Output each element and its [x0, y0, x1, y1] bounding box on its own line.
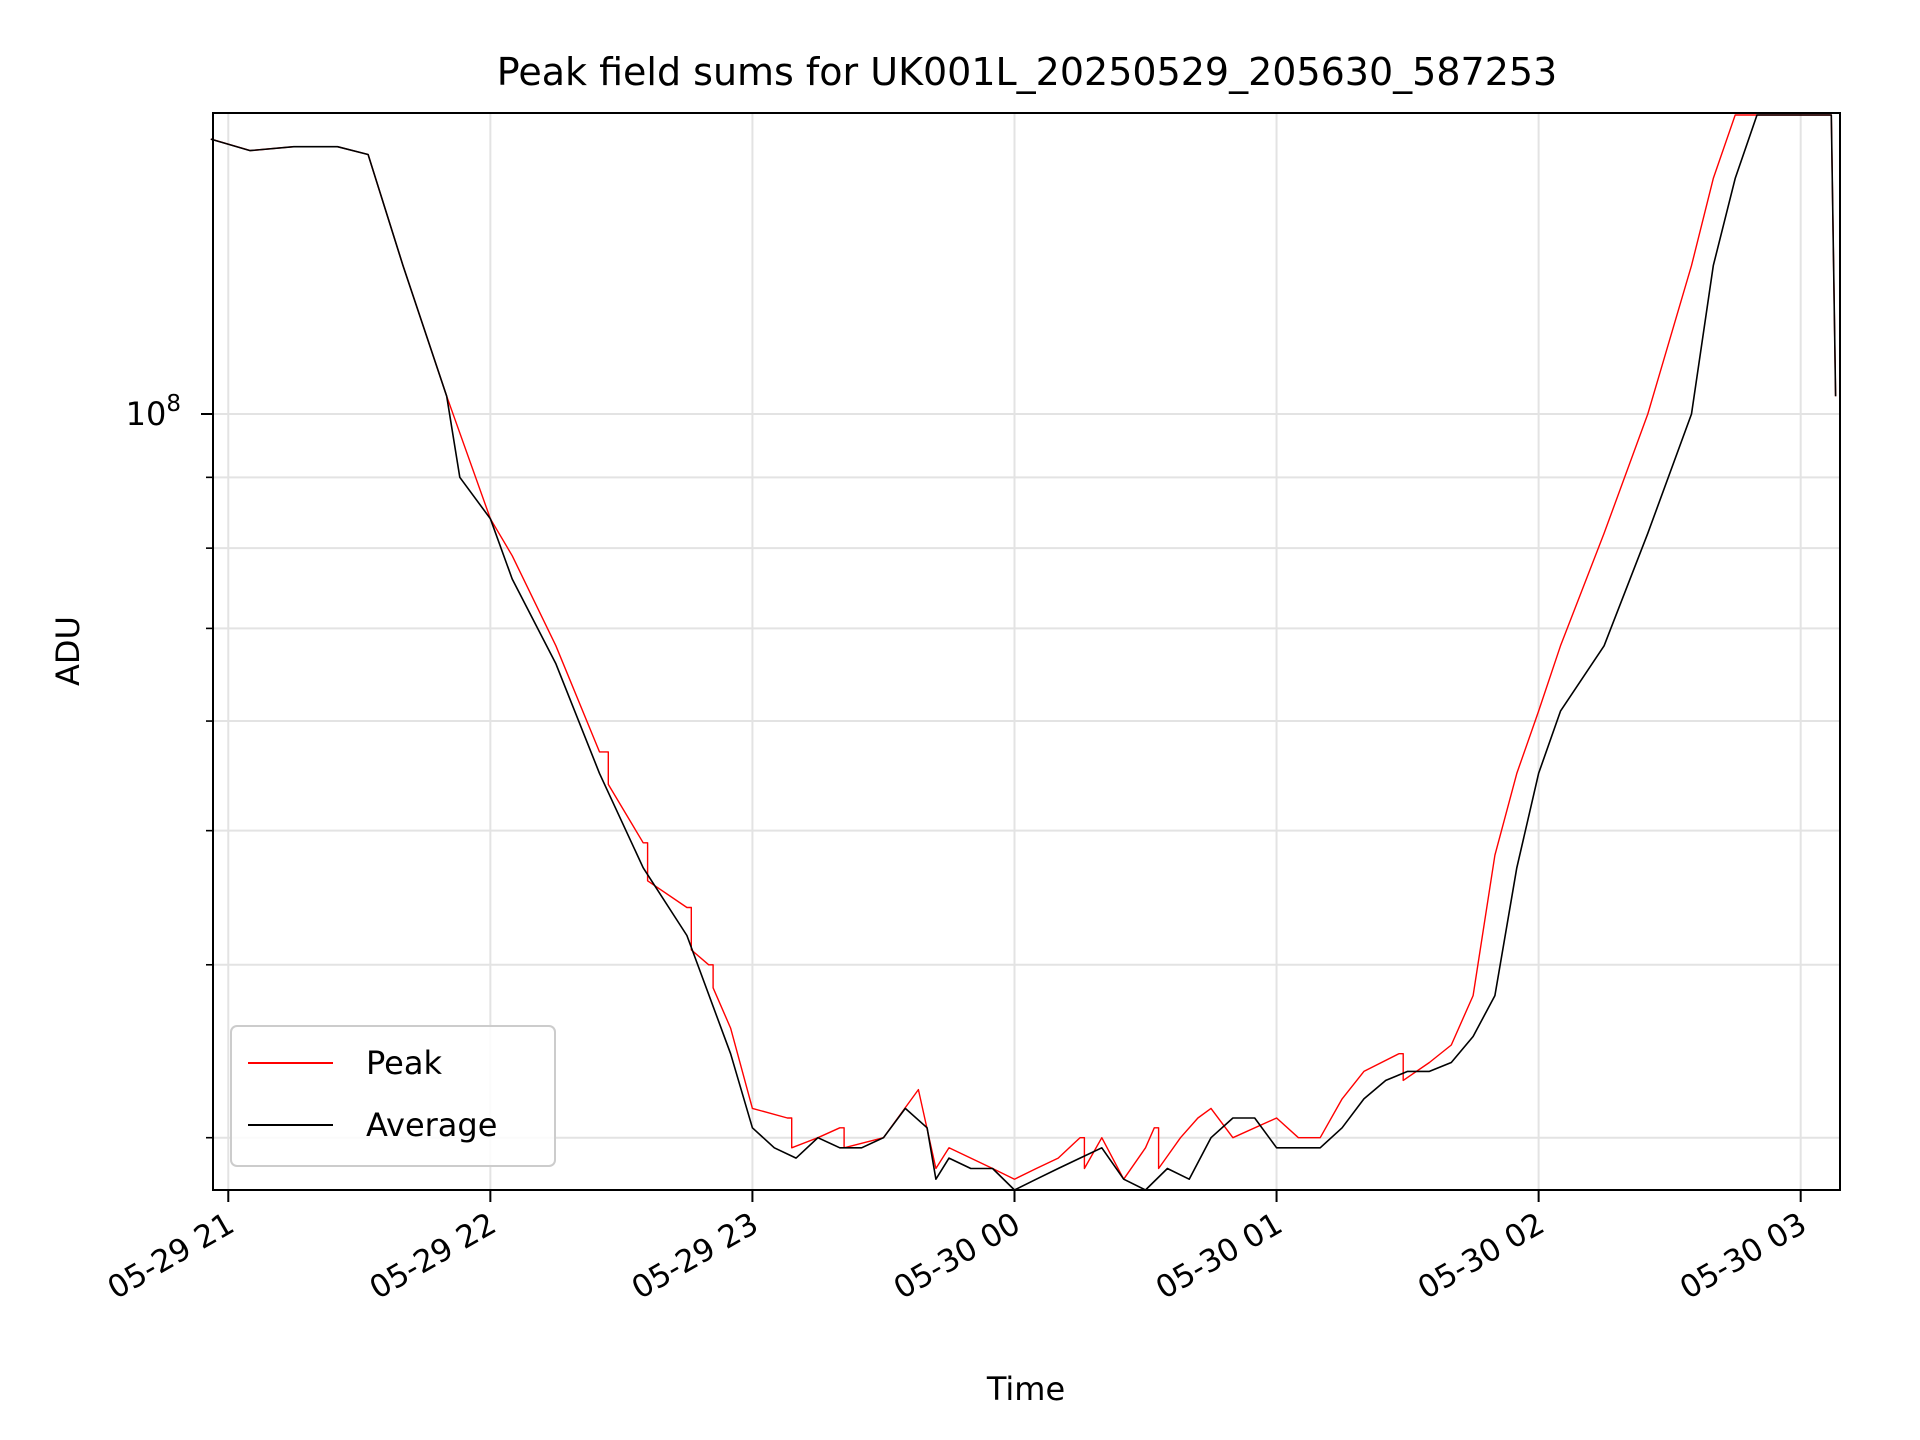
y-axis: 108 — [126, 391, 213, 1139]
y-tick-label: 108 — [126, 391, 181, 433]
plot-area — [210, 112, 1841, 1191]
y-axis-label: ADU — [49, 616, 87, 686]
series-line-average — [210, 114, 1837, 1191]
x-axis-label: Time — [986, 1370, 1065, 1408]
series-line-peak — [210, 114, 1837, 1180]
chart-title: Peak field sums for UK001L_20250529_2056… — [497, 50, 1557, 94]
plot-frame — [212, 112, 1841, 1191]
legend: Peak Average — [230, 1025, 556, 1167]
legend-label: Peak — [366, 1044, 442, 1082]
series-group — [210, 114, 1837, 1191]
legend-box — [230, 1025, 556, 1167]
grid-lines — [213, 113, 1840, 1190]
legend-label: Average — [366, 1106, 497, 1144]
